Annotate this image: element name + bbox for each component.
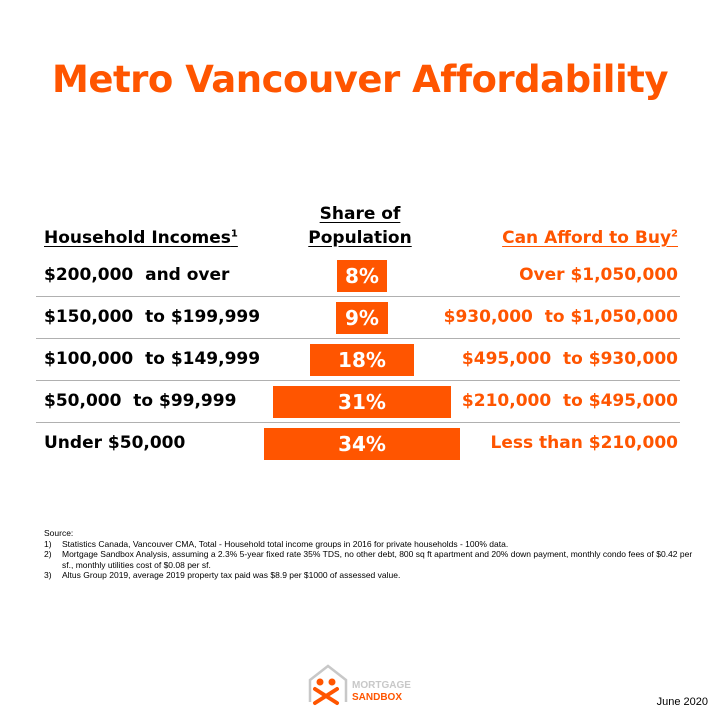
table-row: $200,000 and over 8% Over $1,050,000 [36, 255, 680, 297]
date-label: June 2020 [656, 696, 708, 708]
row-divider [36, 296, 680, 297]
table-row: $150,000 to $199,999 9% $930,000 to $1,050… [36, 297, 680, 339]
income-bracket-label: Under $50,000 [44, 433, 186, 453]
row-divider [36, 422, 680, 423]
income-bracket-label: $200,000 and over [44, 265, 230, 285]
source-note: 2) Mortgage Sandbox Analysis, assuming a … [44, 549, 693, 570]
afford-price-label: $495,000 to $930,000 [461, 349, 678, 369]
population-share-bar: 9% [336, 302, 388, 334]
table-row: $50,000 to $99,999 31% $210,000 to $495,00… [36, 381, 680, 423]
source-label: Source: [44, 528, 74, 538]
mortgage-sandbox-logo: MORTGAGE SANDBOX [308, 664, 411, 705]
share-header-line2: Population [308, 228, 412, 248]
afford-price-label: Less than $210,000 [490, 433, 679, 453]
svg-text:SANDBOX: SANDBOX [352, 692, 402, 703]
income-bracket-label: $50,000 to $99,999 [44, 391, 237, 411]
share-header-line1: Share of [319, 204, 401, 224]
afford-price-label: $930,000 to $1,050,000 [443, 307, 678, 327]
household-incomes-header: Household Incomes1 [44, 228, 238, 248]
afford-price-label: Over $1,050,000 [519, 265, 678, 285]
can-afford-header: Can Afford to Buy2 [502, 228, 678, 248]
income-bracket-label: $100,000 to $149,999 [44, 349, 261, 369]
source-note: 1) Statistics Canada, Vancouver CMA, Tota… [44, 538, 509, 549]
source-notes: Source: 1) Statistics Canada, Vancouver C… [44, 528, 704, 581]
table-row: Under $50,000 34% Less than $210,000 [36, 423, 680, 465]
population-share-bar: 8% [337, 260, 387, 292]
population-share-bar: 34% [264, 428, 460, 460]
income-bracket-label: $150,000 to $199,999 [44, 307, 261, 327]
share-of-population-header: Share of Population [290, 202, 430, 250]
source-note: 3) Altus Group 2019, average 2019 propert… [44, 570, 401, 580]
svg-text:MORTGAGE: MORTGAGE [352, 680, 411, 691]
table-row: $100,000 to $149,999 18% $495,000 to $930,… [36, 339, 680, 381]
page-title: Metro Vancouver Affordability [52, 58, 668, 101]
afford-price-label: $210,000 to $495,000 [461, 391, 678, 411]
population-share-bar: 31% [272, 386, 452, 418]
row-divider [36, 338, 680, 339]
population-share-bar: 18% [310, 344, 414, 376]
row-divider [36, 380, 680, 381]
